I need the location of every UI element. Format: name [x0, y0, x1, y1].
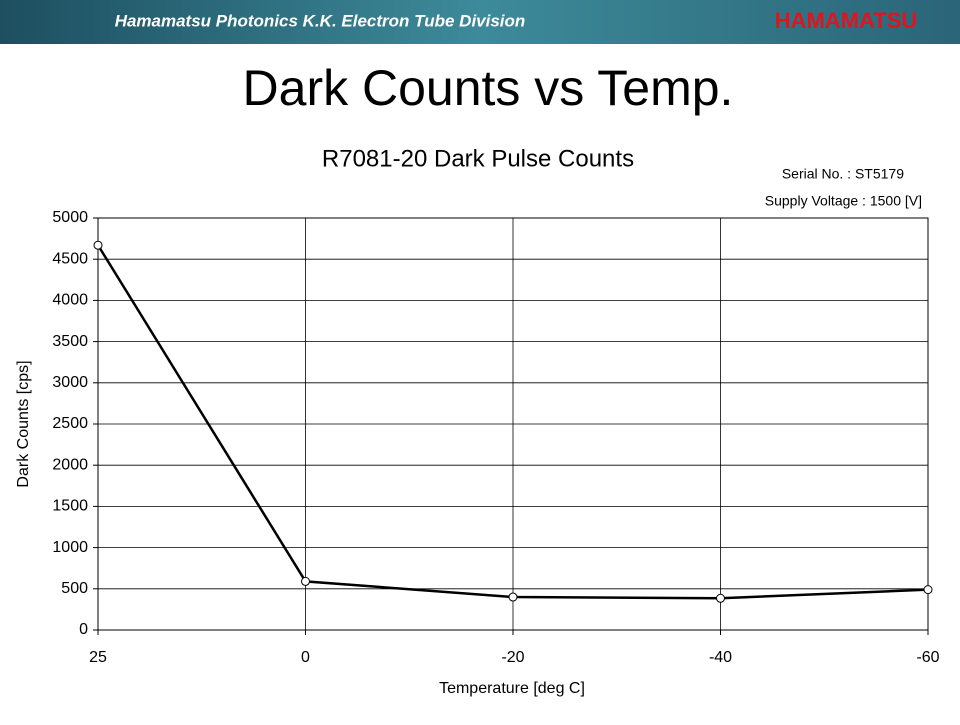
data-point: [923, 585, 933, 595]
y-tick-label: 2000: [52, 456, 88, 473]
x-tick-label: -60: [916, 649, 939, 666]
annotation: Supply Voltage : 1500 [V]: [765, 193, 922, 209]
y-tick-label: 3500: [52, 333, 88, 350]
y-tick-label: 500: [61, 580, 88, 597]
y-tick-label: 5000: [52, 209, 88, 226]
data-point: [508, 592, 518, 602]
y-tick-label: 1000: [52, 539, 88, 556]
x-tick-label: 0: [301, 649, 310, 666]
data-point: [716, 593, 725, 603]
y-tick-label: 4500: [52, 250, 88, 267]
data-point: [93, 240, 103, 250]
y-tick-label: 3000: [52, 374, 88, 391]
y-tick-label: 2500: [52, 415, 88, 432]
x-tick-label: -20: [501, 649, 524, 666]
header-division: Hamamatsu Photonics K.K. Electron Tube D…: [115, 11, 526, 30]
data-point: [301, 576, 310, 586]
y-tick-label: 1500: [52, 498, 88, 515]
y-tick-label: 0: [79, 621, 88, 638]
x-tick-label: 25: [89, 649, 107, 666]
annotation: Serial No. : ST5179: [782, 166, 904, 182]
x-axis-label: Temperature [deg C]: [439, 680, 585, 697]
plot: 0 500 1000 1500 2000 2500 3000 3500 4000 4500 5000…: [52, 209, 939, 666]
slide-title: Dark Counts vs Temp.: [243, 60, 734, 116]
header-logo: HAMAMATSU: [775, 8, 918, 33]
header-band: [0, 0, 960, 44]
y-tick-label: 4000: [52, 292, 88, 309]
y-axis-label: Dark Counts [cps]: [15, 360, 32, 487]
x-tick-label: -40: [709, 649, 732, 666]
chart-title: R7081-20 Dark Pulse Counts: [322, 145, 634, 172]
